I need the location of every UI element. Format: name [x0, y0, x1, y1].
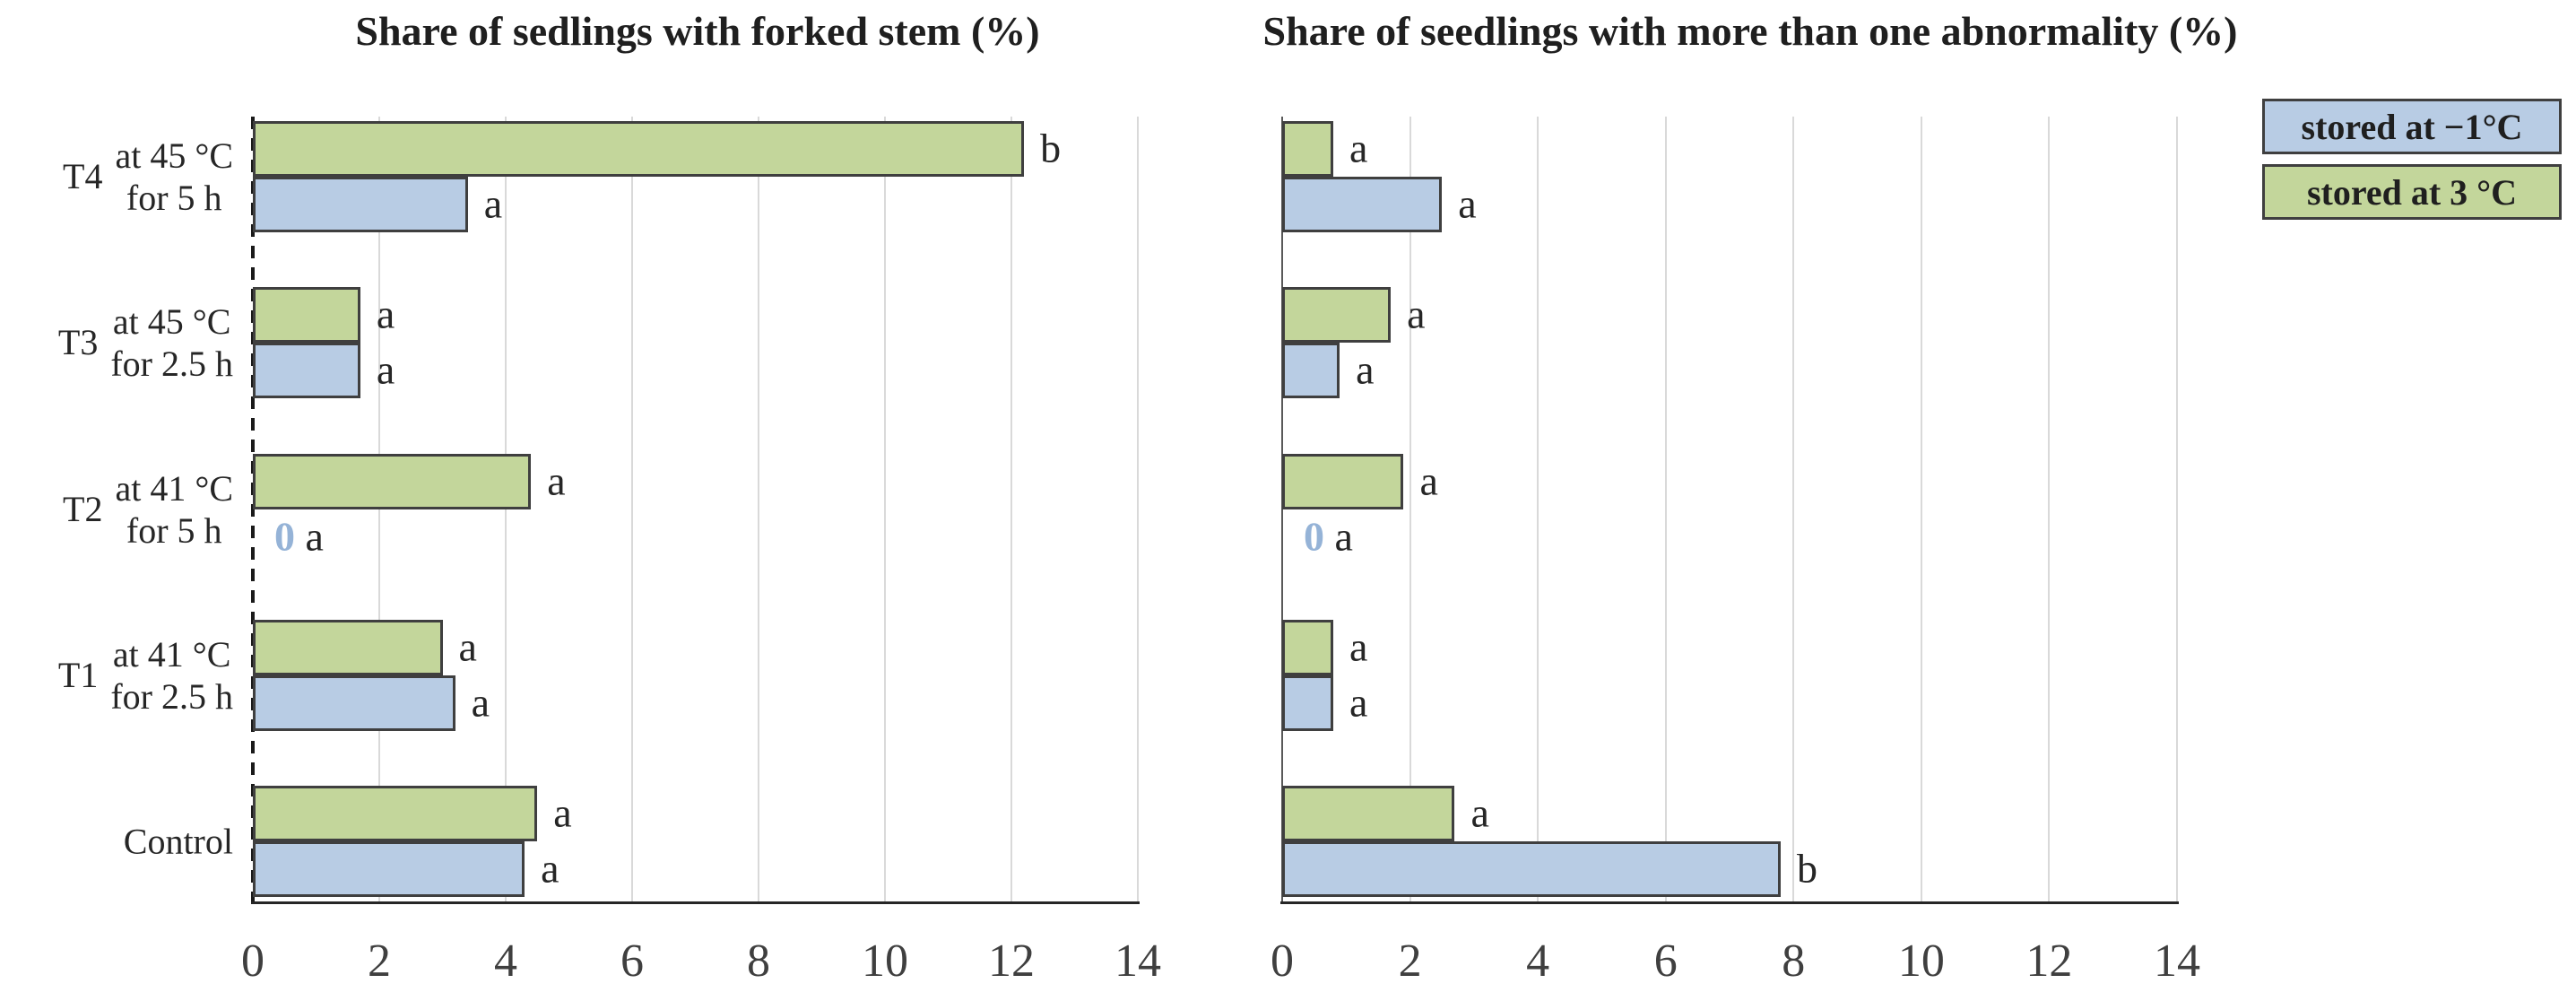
category-treatment-text: at 41 °C for 2.5 h — [110, 633, 233, 717]
significance-label: a — [471, 679, 490, 726]
gridline — [758, 117, 759, 901]
x-tick-label: 6 — [1653, 936, 1678, 987]
bar-T3-blue — [1282, 343, 1340, 399]
category-id: T4 — [63, 156, 103, 196]
category-treatment-text: Control — [123, 821, 233, 862]
gridline — [1010, 117, 1012, 901]
significance-label: a — [1349, 125, 1368, 171]
significance-label: a — [1458, 180, 1477, 227]
zero-value-number: 0 — [274, 512, 295, 559]
significance-label: a — [1349, 623, 1368, 670]
significance-label: a — [553, 789, 572, 836]
category-treatment-text: at 45 °C for 5 h — [115, 135, 233, 218]
significance-label: a — [547, 457, 566, 503]
gridline — [1792, 117, 1795, 901]
bar-T2-green — [1282, 453, 1403, 509]
x-tick-label: 4 — [1526, 936, 1550, 987]
gridline — [2048, 117, 2051, 901]
bar-T2-green — [253, 453, 531, 509]
zero-value-label: 0 a — [1304, 512, 1353, 560]
significance-label: a — [483, 180, 503, 227]
x-tick-label: 12 — [988, 936, 1035, 987]
x-axis-line — [251, 901, 1140, 904]
category-label-T4: T4 at 45 °C for 5 h — [63, 135, 233, 219]
significance-label: b — [1040, 125, 1062, 171]
category-label-T3: T3 at 45 °C for 2.5 h — [58, 300, 233, 385]
category-label-Control: Control — [124, 820, 233, 862]
significance-label: a — [1419, 457, 1438, 503]
bar-T3-blue — [253, 343, 360, 399]
significance-label: a — [295, 512, 324, 559]
bar-Control-green — [1282, 786, 1454, 841]
gridline — [1137, 117, 1139, 901]
significance-label: a — [1356, 346, 1375, 393]
right-chart-title: Share of seedlings with more than one ab… — [1262, 8, 2238, 54]
category-label-T1: T1 at 41 °C for 2.5 h — [58, 633, 233, 718]
x-tick-label: 6 — [620, 936, 644, 987]
y-axis-line — [251, 117, 255, 901]
gridline — [378, 117, 380, 901]
bar-Control-blue — [253, 841, 525, 897]
x-tick-label: 12 — [2025, 936, 2073, 987]
left-chart-title: Share of sedlings with forked stem (%) — [355, 8, 1040, 54]
x-tick-label: 0 — [1271, 936, 1294, 987]
zero-value-number: 0 — [1304, 512, 1324, 559]
x-tick-label: 4 — [494, 936, 517, 987]
category-id: T3 — [57, 322, 99, 363]
category-treatment-text: at 41 °C for 5 h — [115, 467, 233, 551]
bar-T4-blue — [1282, 177, 1442, 232]
significance-label: a — [1349, 679, 1368, 726]
zero-value-label: 0 a — [274, 512, 324, 560]
category-label-T2: T2 at 41 °C for 5 h — [63, 466, 233, 551]
gridline — [1664, 117, 1667, 901]
gridline — [631, 117, 633, 901]
significance-label: a — [376, 346, 395, 393]
x-tick-label: 8 — [747, 936, 770, 987]
bar-Control-blue — [1282, 841, 1781, 897]
bar-T3-green — [1282, 287, 1391, 344]
bar-T1-green — [1282, 619, 1333, 675]
significance-label: b — [1797, 845, 1818, 892]
bar-T4-green — [253, 121, 1024, 177]
gridline — [2176, 117, 2178, 901]
x-tick-label: 14 — [1115, 936, 1161, 987]
x-tick-label: 2 — [1398, 936, 1422, 987]
legend-label: stored at 3 °C — [2306, 171, 2518, 213]
bar-T1-green — [253, 619, 443, 675]
y-axis-line — [1281, 117, 1283, 901]
x-axis-line — [1280, 901, 2179, 904]
legend: stored at −1°C stored at 3 °C — [2262, 99, 2562, 230]
significance-label: a — [1324, 512, 1353, 559]
significance-label: a — [458, 623, 477, 670]
x-tick-label: 2 — [368, 936, 391, 987]
legend-item-stored-at-minus-1c: stored at −1°C — [2262, 99, 2562, 154]
x-tick-label: 10 — [1897, 936, 1945, 987]
x-tick-label: 14 — [2154, 936, 2200, 987]
gridline — [1920, 117, 1922, 901]
bar-T1-blue — [1282, 675, 1333, 731]
gridline — [1409, 117, 1411, 901]
bar-T3-green — [253, 287, 360, 344]
x-tick-label: 10 — [862, 936, 908, 987]
category-id: T2 — [63, 488, 103, 529]
bar-T4-green — [1282, 121, 1333, 177]
gridline — [1537, 117, 1540, 901]
category-id: T1 — [57, 654, 99, 695]
significance-label: a — [1470, 789, 1489, 836]
bar-T1-blue — [253, 675, 455, 731]
legend-item-stored-at-3c: stored at 3 °C — [2262, 164, 2562, 220]
significance-label: a — [541, 845, 559, 892]
x-tick-label: 8 — [1782, 936, 1806, 987]
bar-Control-green — [253, 786, 537, 841]
x-tick-label: 0 — [241, 936, 265, 987]
category-treatment-text: at 45 °C for 2.5 h — [110, 301, 233, 385]
significance-label: a — [376, 291, 395, 337]
bar-T4-blue — [253, 177, 468, 232]
significance-label: a — [1407, 291, 1426, 337]
gridline — [505, 117, 507, 901]
gridline — [884, 117, 886, 901]
legend-label: stored at −1°C — [2301, 106, 2523, 147]
